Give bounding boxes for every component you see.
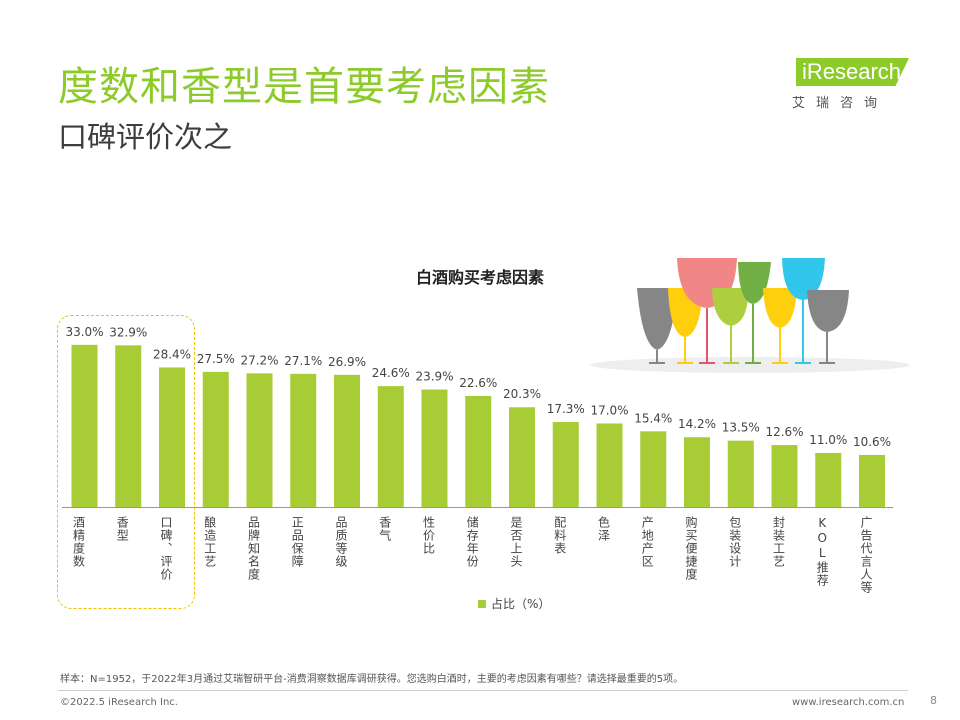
category-label: 储存年份 — [465, 515, 479, 568]
sample-note: 样本：N=1952，于2022年3月通过艾瑞智研平台-消费洞察数据库调研获得。您… — [60, 674, 684, 685]
page-subtitle: 口碑评价次之 — [58, 120, 233, 154]
category-label: 酒精度数 — [72, 516, 86, 568]
copyright: ©2022.5 iResearch Inc. — [60, 697, 178, 708]
data-label: 26.9% — [328, 355, 366, 369]
data-label: 11.0% — [809, 433, 847, 447]
website: www.iresearch.com.cn — [792, 697, 905, 708]
data-label: 32.9% — [109, 325, 147, 339]
data-label: 17.0% — [590, 403, 628, 417]
category-label: 口碑、评价 — [159, 516, 173, 581]
category-label: 广告代言人等 — [859, 516, 873, 594]
bar — [727, 440, 754, 507]
category-label: 色泽 — [597, 516, 611, 542]
bar — [771, 445, 798, 507]
category-label: 香气 — [378, 516, 392, 542]
bar — [421, 389, 448, 507]
bar — [202, 371, 229, 507]
category-label: 封装工艺 — [772, 516, 786, 568]
bar — [509, 407, 535, 507]
category-label: 品牌知名度 — [247, 516, 261, 581]
category-label: 酿造工艺 — [203, 515, 217, 568]
logo-chinese-name: 艾瑞咨询 — [792, 96, 889, 111]
category-label: 购买便捷度 — [684, 515, 698, 581]
bar — [246, 373, 273, 507]
bar — [596, 423, 623, 507]
bar — [684, 437, 710, 507]
category-label: 品质等级 — [334, 516, 348, 568]
data-label: 33.0% — [65, 325, 103, 339]
category-label: 包装设计 — [728, 516, 742, 568]
category-label: KOL推荐 — [815, 516, 829, 587]
data-label: 13.5% — [722, 421, 760, 435]
data-label: 27.1% — [284, 354, 322, 368]
bar — [71, 344, 98, 507]
data-label: 12.6% — [765, 425, 803, 439]
data-label: 27.5% — [197, 352, 235, 366]
bar — [334, 374, 360, 507]
category-label: 是否上头 — [509, 516, 523, 568]
category-label: 香型 — [115, 516, 129, 542]
bar — [290, 373, 317, 507]
category-label: 配料表 — [553, 516, 567, 555]
data-label: 22.6% — [459, 376, 497, 390]
data-label: 10.6% — [853, 435, 891, 449]
bar — [640, 431, 667, 507]
bar — [815, 452, 842, 507]
page-title: 度数和香型是首要考虑因素 — [58, 64, 550, 110]
top-factors-highlight-box — [57, 315, 195, 609]
chart-title: 白酒购买考虑因素 — [415, 268, 544, 287]
bar — [552, 421, 579, 507]
data-label: 28.4% — [153, 347, 191, 361]
bar — [159, 367, 185, 507]
logo-wordmark: iResearch — [796, 58, 910, 86]
data-label: 27.2% — [240, 353, 278, 367]
iresearch-logo: iResearch 艾瑞咨询 — [792, 52, 916, 114]
data-label: 14.2% — [678, 417, 716, 431]
category-label: 性价比 — [422, 516, 436, 555]
data-label: 20.3% — [503, 387, 541, 401]
data-label: 24.6% — [372, 366, 410, 380]
category-label: 正品保障 — [290, 516, 304, 568]
legend-label: 占比（%） — [491, 597, 551, 611]
data-label: 15.4% — [634, 411, 672, 425]
chart-legend: 占比（%） — [478, 595, 550, 612]
bar — [115, 345, 142, 507]
bar — [377, 386, 404, 507]
page-number: 8 — [930, 694, 937, 707]
legend-swatch — [478, 599, 486, 608]
bar — [859, 454, 885, 507]
data-label: 17.3% — [547, 402, 585, 416]
category-label: 产地产区 — [640, 516, 654, 568]
data-label: 23.9% — [415, 370, 453, 384]
footer-divider — [58, 690, 908, 691]
bar — [465, 395, 492, 507]
wine-glasses-illustration — [590, 258, 910, 373]
